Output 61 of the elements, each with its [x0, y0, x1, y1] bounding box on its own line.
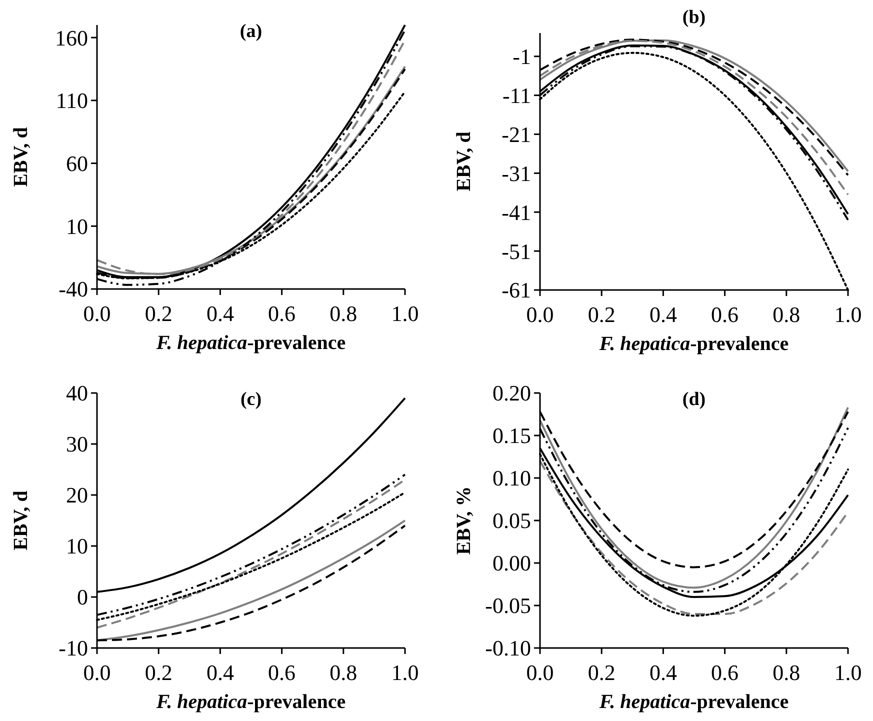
y-tick-label: 0.05 — [492, 508, 531, 534]
y-tick-label: 30 — [66, 432, 88, 457]
y-tick-label: -41 — [502, 200, 531, 225]
chart-title: (a) — [240, 21, 262, 42]
y-tick-label: -40 — [58, 276, 88, 302]
y-tick-label: -51 — [502, 238, 531, 264]
y-tick-label: -31 — [502, 160, 531, 186]
x-axis-title: F. hepatica-prevalence — [155, 332, 346, 354]
chart-title: (c) — [240, 389, 262, 410]
y-tick-label: 0.20 — [492, 380, 531, 406]
x-tick-label: 0.4 — [206, 301, 234, 326]
chart-title: (b) — [682, 7, 706, 28]
y-tick-label: 0.00 — [492, 550, 531, 576]
x-tick-label: 0.0 — [526, 302, 554, 327]
x-tick-label: 1.0 — [834, 302, 862, 327]
y-tick-label: 110 — [56, 88, 88, 114]
x-tick-label: 0.4 — [649, 660, 677, 685]
x-tick-label: 0.6 — [268, 660, 296, 685]
x-tick-label: 0.0 — [83, 301, 111, 326]
y-axis-title: EBV, d — [453, 132, 475, 192]
y-tick-label: 160 — [55, 25, 88, 50]
x-tick-label: 0.8 — [330, 301, 358, 326]
y-tick-label: 0 — [77, 584, 88, 610]
x-axis-title: F. hepatica-prevalence — [598, 333, 789, 355]
x-axis-title: F. hepatica-prevalence — [598, 691, 789, 713]
x-tick-label: 0.8 — [330, 660, 358, 685]
y-tick-label: -11 — [502, 83, 531, 108]
y-axis-title: EBV, d — [10, 490, 32, 550]
x-tick-label: 0.4 — [649, 302, 677, 327]
x-tick-label: 0.2 — [144, 660, 172, 685]
y-tick-label: -0.10 — [485, 636, 531, 661]
x-tick-label: 0.2 — [588, 302, 616, 327]
y-tick-label: 0.10 — [492, 466, 531, 491]
x-tick-label: 1.0 — [391, 660, 419, 685]
x-tick-label: 0.6 — [711, 660, 739, 685]
x-tick-label: 0.6 — [268, 301, 296, 326]
y-tick-label: 60 — [66, 150, 88, 176]
y-axis-title: EBV, % — [453, 486, 475, 555]
y-tick-label: -21 — [502, 122, 531, 147]
x-tick-label: 0.0 — [83, 660, 111, 685]
y-axis-title: EBV, d — [10, 127, 32, 187]
y-tick-label: 20 — [66, 482, 88, 508]
x-tick-label: 0.0 — [526, 660, 554, 685]
x-tick-label: 1.0 — [391, 301, 419, 326]
y-tick-label: -0.05 — [485, 593, 531, 618]
x-axis-title: F. hepatica-prevalence — [155, 691, 346, 713]
x-tick-label: 0.2 — [144, 301, 172, 326]
y-tick-label: 40 — [66, 380, 88, 406]
x-tick-label: 0.4 — [206, 660, 234, 685]
y-tick-label: -61 — [502, 278, 531, 303]
y-tick-label: 0.15 — [492, 423, 531, 448]
x-tick-label: 0.8 — [772, 660, 800, 685]
x-tick-label: 0.6 — [711, 302, 739, 327]
chart-title: (d) — [682, 389, 706, 410]
y-tick-label: -1 — [512, 44, 531, 70]
y-tick-label: 10 — [66, 534, 88, 559]
x-tick-label: 1.0 — [834, 660, 862, 685]
x-tick-label: 0.8 — [772, 302, 800, 327]
x-tick-label: 0.2 — [588, 660, 616, 685]
y-tick-label: -10 — [58, 636, 88, 661]
y-tick-label: 10 — [66, 214, 88, 239]
